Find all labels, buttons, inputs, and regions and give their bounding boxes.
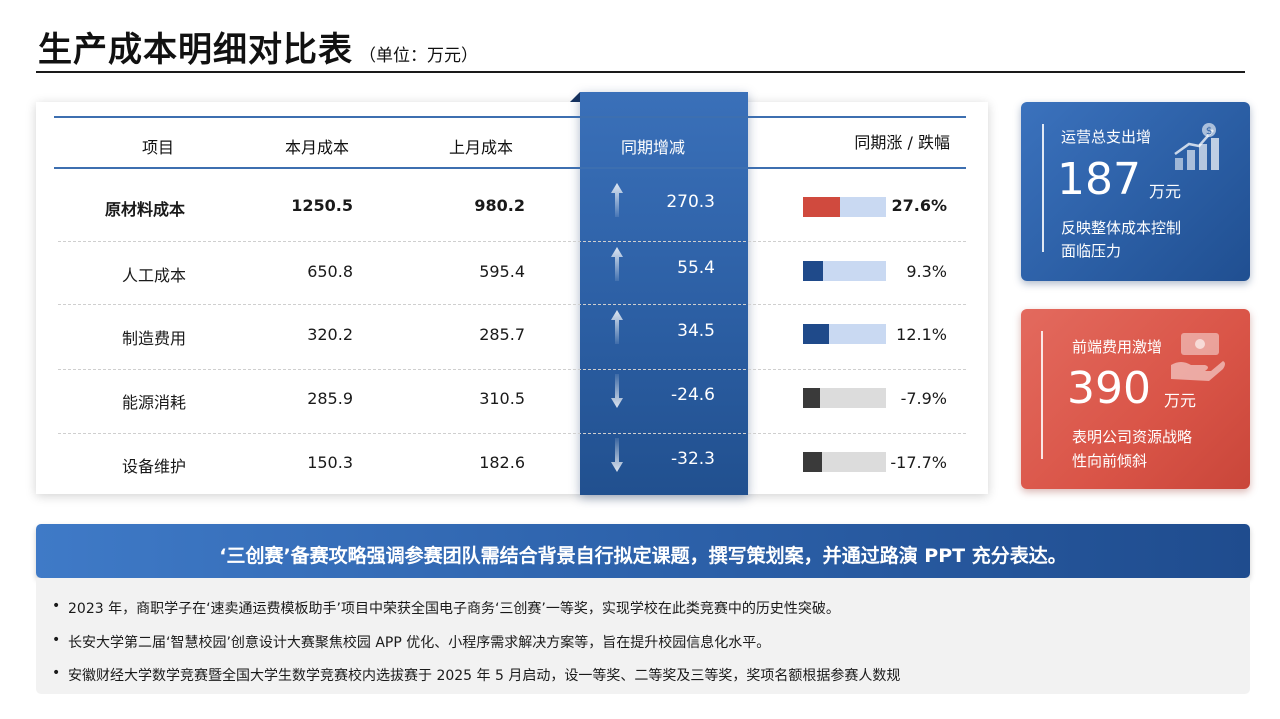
card-desc-line2: 面临压力 [1061, 242, 1122, 260]
banner-text: ‘三创赛’备赛攻略强调参赛团队需结合背景自行拟定课题，撰写策划案，并通过路演 P… [219, 545, 1067, 567]
page-title-group: 生产成本明细对比表 （单位：万元） [38, 22, 478, 71]
note-item: 安徽财经大学数学竞赛暨全国大学生数学竞赛校内选拔赛于 2025 年 5 月启动，… [52, 665, 900, 685]
arrow-down-icon [611, 374, 623, 408]
row-divider [58, 433, 966, 434]
title-divider [36, 71, 1245, 73]
rate-bar-fill [803, 324, 829, 344]
row-rate: 12.1% [896, 325, 947, 344]
row-item: 设备维护 [122, 457, 187, 476]
growth-chart-icon: $ [1174, 123, 1219, 170]
row-item: 能源消耗 [122, 393, 187, 412]
row-rate: 9.3% [906, 262, 947, 281]
row-last-month: 310.5 [479, 389, 525, 408]
row-rate: -7.9% [900, 389, 947, 408]
row-rate: -17.7% [890, 453, 947, 472]
rate-bar-fill [803, 197, 840, 217]
row-change: 34.5 [677, 321, 715, 341]
rate-bar [803, 388, 886, 408]
header-item: 项目 [142, 138, 175, 157]
page-title: 生产成本明细对比表 [38, 30, 353, 70]
card-value: 187 [1057, 154, 1141, 205]
row-this-month: 650.8 [307, 262, 353, 281]
row-change: -32.3 [671, 449, 715, 469]
row-item: 制造费用 [122, 329, 187, 348]
card-unit: 万元 [1164, 391, 1197, 410]
row-this-month: 150.3 [307, 453, 353, 472]
row-change: -24.6 [671, 385, 715, 405]
table-top-rule [54, 116, 966, 118]
card-desc-line1: 反映整体成本控制 [1061, 219, 1182, 237]
arrow-up-icon [611, 247, 623, 281]
row-divider [58, 369, 966, 370]
row-divider [58, 304, 966, 305]
notes-panel: 2023 年，商职学子在‘速卖通运费模板助手’项目中荣获全国电子商务‘三创赛’一… [36, 578, 1250, 694]
row-last-month: 182.6 [479, 453, 525, 472]
row-change: 270.3 [666, 192, 715, 212]
card-value: 390 [1067, 363, 1151, 414]
header-change: 同期增减 [621, 138, 686, 157]
arrow-down-icon [611, 438, 623, 472]
rate-bar-fill [803, 452, 822, 472]
arrow-up-icon [611, 183, 623, 217]
card-unit: 万元 [1149, 182, 1182, 201]
frontend-expense-card: 前端费用激增 390 万元 表明公司资源战略 性向前倾斜 [1021, 309, 1250, 489]
rate-bar-fill [803, 388, 820, 408]
note-item: 长安大学第二届‘智慧校园’创意设计大赛聚焦校园 APP 优化、小程序需求解决方案… [52, 632, 770, 652]
note-item: 2023 年，商职学子在‘速卖通运费模板助手’项目中荣获全国电子商务‘三创赛’一… [52, 598, 840, 618]
row-last-month: 980.2 [474, 196, 525, 215]
arrow-up-icon [611, 310, 623, 344]
row-this-month: 285.9 [307, 389, 353, 408]
expense-increase-card: 运营总支出增 187 万元 反映整体成本控制 面临压力 $ [1021, 102, 1250, 281]
row-divider [58, 241, 966, 242]
card-label: 前端费用激增 [1072, 338, 1163, 356]
cost-table-card [36, 102, 988, 494]
row-item: 人工成本 [122, 266, 187, 285]
highlight-column [580, 92, 748, 495]
table-header-rule [54, 167, 966, 169]
rate-bar [803, 261, 886, 281]
rate-bar [803, 452, 886, 472]
svg-text:$: $ [1206, 126, 1212, 137]
summary-banner: ‘三创赛’备赛攻略强调参赛团队需结合背景自行拟定课题，撰写策划案，并通过路演 P… [36, 524, 1250, 578]
money-hand-icon [1171, 333, 1225, 381]
card-desc-line2: 性向前倾斜 [1072, 452, 1148, 470]
row-change: 55.4 [677, 258, 715, 278]
row-last-month: 595.4 [479, 262, 525, 281]
row-item: 原材料成本 [105, 200, 186, 219]
rate-bar-fill [803, 261, 823, 281]
header-last-month: 上月成本 [449, 138, 514, 157]
page-title-unit: （单位：万元） [359, 46, 478, 66]
header-rate: 同期涨 / 跌幅 [854, 133, 950, 152]
card-desc-line1: 表明公司资源战略 [1072, 428, 1193, 446]
row-this-month: 320.2 [307, 325, 353, 344]
card-accent-line [1041, 331, 1043, 459]
row-this-month: 1250.5 [291, 196, 353, 215]
rate-bar [803, 324, 886, 344]
card-label: 运营总支出增 [1061, 128, 1152, 146]
highlight-column-notch [570, 92, 580, 102]
rate-bar [803, 197, 886, 217]
row-last-month: 285.7 [479, 325, 525, 344]
card-accent-line [1042, 124, 1044, 252]
header-this-month: 本月成本 [285, 138, 350, 157]
row-rate: 27.6% [891, 196, 947, 215]
